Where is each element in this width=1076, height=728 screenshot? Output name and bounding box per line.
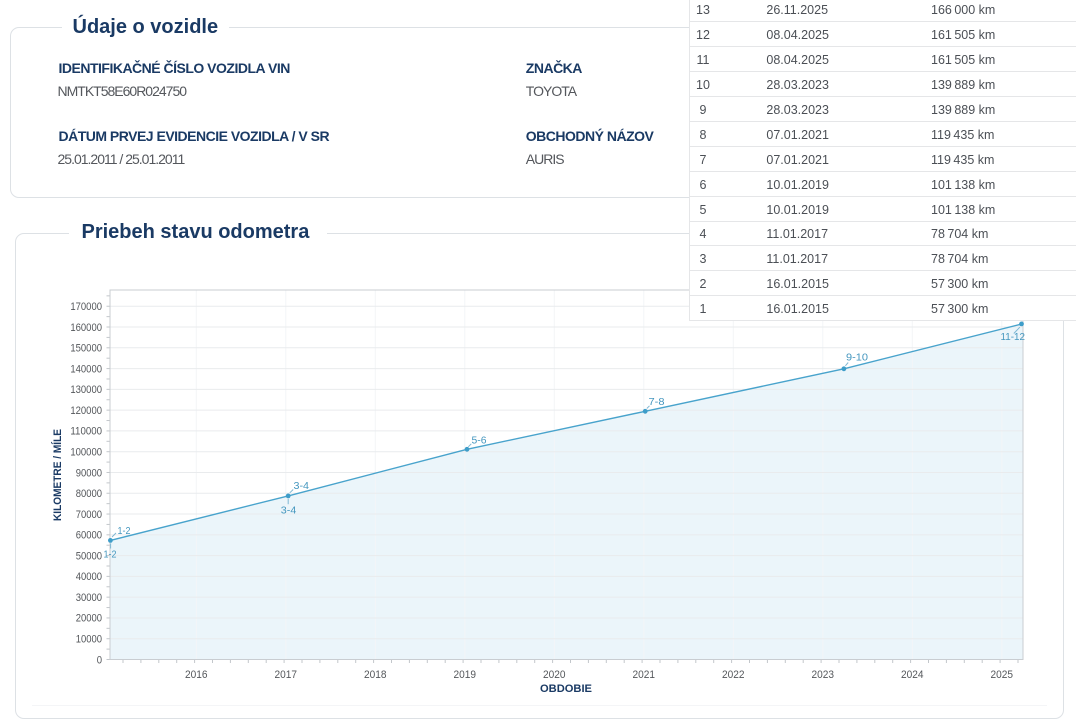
svg-text:2020: 2020 (543, 669, 566, 681)
svg-text:90000: 90000 (76, 467, 102, 479)
svg-text:130000: 130000 (70, 384, 102, 396)
svg-text:11-12: 11-12 (1001, 332, 1026, 343)
svg-text:10000: 10000 (76, 634, 102, 646)
svg-text:40000: 40000 (76, 571, 102, 583)
svg-text:50000: 50000 (76, 550, 102, 562)
svg-text:2023: 2023 (812, 669, 835, 681)
svg-text:80000: 80000 (76, 488, 102, 500)
svg-text:2016: 2016 (185, 669, 208, 681)
svg-text:7-8: 7-8 (649, 397, 665, 408)
svg-text:KILOMETRE / MÍLE: KILOMETRE / MÍLE (51, 429, 64, 521)
svg-text:1-2: 1-2 (104, 550, 117, 561)
svg-text:2017: 2017 (275, 669, 298, 681)
svg-text:30000: 30000 (76, 592, 102, 604)
svg-text:110000: 110000 (70, 426, 102, 438)
svg-text:3-4: 3-4 (281, 505, 297, 516)
svg-text:5-6: 5-6 (472, 436, 487, 447)
svg-text:160000: 160000 (70, 322, 102, 334)
svg-text:170000: 170000 (70, 301, 102, 313)
svg-text:2018: 2018 (364, 669, 387, 681)
svg-text:0: 0 (97, 654, 102, 666)
svg-text:2022: 2022 (722, 669, 745, 681)
svg-text:100000: 100000 (70, 447, 102, 459)
svg-text:1-2: 1-2 (118, 526, 131, 537)
svg-text:150000: 150000 (70, 343, 102, 355)
svg-text:140000: 140000 (70, 363, 102, 375)
svg-text:2019: 2019 (454, 669, 477, 681)
svg-text:70000: 70000 (76, 509, 102, 521)
svg-text:9-10: 9-10 (846, 353, 868, 364)
svg-text:2021: 2021 (633, 669, 656, 681)
svg-text:20000: 20000 (76, 613, 102, 625)
svg-text:OBDOBIE: OBDOBIE (540, 683, 592, 695)
svg-text:3-4: 3-4 (294, 481, 310, 492)
svg-text:2025: 2025 (991, 669, 1014, 681)
svg-text:120000: 120000 (70, 405, 102, 417)
svg-text:2024: 2024 (901, 669, 924, 681)
svg-text:60000: 60000 (76, 530, 102, 542)
